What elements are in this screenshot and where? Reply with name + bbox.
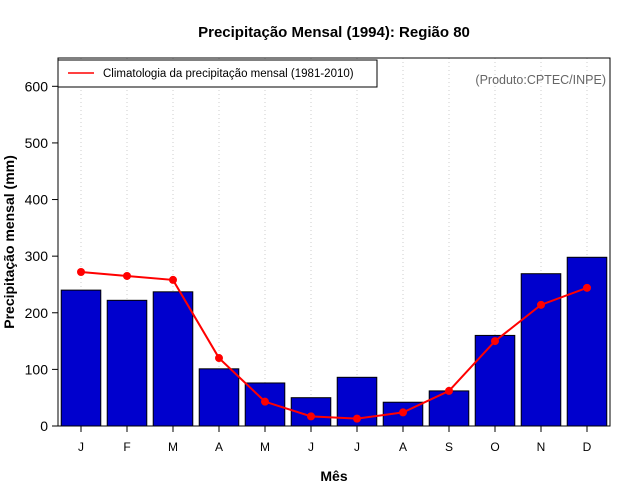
y-axis: 0 100 200 300 400 500 600 bbox=[25, 78, 58, 434]
y-tick-label: 300 bbox=[25, 248, 49, 264]
bar-10 bbox=[520, 273, 562, 427]
bar-2 bbox=[152, 291, 194, 427]
climatology-point-1 bbox=[123, 271, 131, 280]
x-tick-label: F bbox=[123, 440, 130, 454]
x-tick-label: J bbox=[354, 440, 360, 454]
grid bbox=[80, 58, 588, 426]
x-tick-label: A bbox=[215, 440, 223, 454]
x-tick-label: S bbox=[445, 440, 453, 454]
legend-box bbox=[57, 59, 378, 88]
x-tick-label: D bbox=[583, 440, 592, 454]
climatology-point-8 bbox=[445, 386, 453, 395]
bar-11 bbox=[566, 256, 608, 427]
climatology-point-9 bbox=[491, 337, 499, 346]
chart-title: Precipitação Mensal (1994): Região 80 bbox=[198, 24, 470, 41]
climatology-point-5 bbox=[307, 412, 315, 421]
bar-3 bbox=[198, 368, 240, 427]
climatology-point-11 bbox=[583, 283, 591, 292]
y-tick-label: 0 bbox=[40, 418, 48, 434]
climatology-point-7 bbox=[399, 408, 407, 417]
x-tick-label: M bbox=[260, 440, 270, 454]
x-tick-label: J bbox=[78, 440, 84, 454]
bar-9 bbox=[474, 334, 516, 427]
climatology-line bbox=[77, 268, 591, 423]
x-tick-label: J bbox=[308, 440, 314, 454]
climatology-point-4 bbox=[261, 397, 269, 406]
climatology-point-3 bbox=[215, 354, 223, 363]
y-tick-label: 400 bbox=[25, 192, 49, 208]
climatology-point-6 bbox=[353, 414, 361, 423]
y-axis-label: Precipitação mensal (mm) bbox=[1, 155, 17, 329]
x-tick-label: M bbox=[168, 440, 178, 454]
x-tick-label: A bbox=[399, 440, 407, 454]
climatology-point-10 bbox=[537, 300, 545, 309]
legend-label: Climatologia da precipitação mensal (198… bbox=[103, 68, 354, 80]
bars bbox=[60, 256, 608, 427]
y-tick-label: 500 bbox=[25, 135, 49, 151]
x-tick-label: O bbox=[490, 440, 499, 454]
climatology-point-0 bbox=[77, 268, 85, 277]
y-tick-label: 600 bbox=[25, 78, 49, 94]
bar-1 bbox=[106, 299, 148, 427]
climatology-polyline bbox=[80, 271, 588, 420]
source-annotation: (Produto:CPTEC/INPE) bbox=[475, 73, 606, 87]
x-axis-label: Mês bbox=[320, 468, 347, 484]
bar-8 bbox=[428, 390, 470, 427]
plot-frame bbox=[57, 57, 611, 427]
legend: Climatologia da precipitação mensal (198… bbox=[57, 59, 378, 88]
climatology-point-2 bbox=[169, 275, 177, 284]
y-tick-label: 200 bbox=[25, 305, 49, 321]
x-tick-label: N bbox=[537, 440, 546, 454]
y-tick-label: 100 bbox=[25, 361, 49, 377]
bar-0 bbox=[60, 289, 102, 427]
